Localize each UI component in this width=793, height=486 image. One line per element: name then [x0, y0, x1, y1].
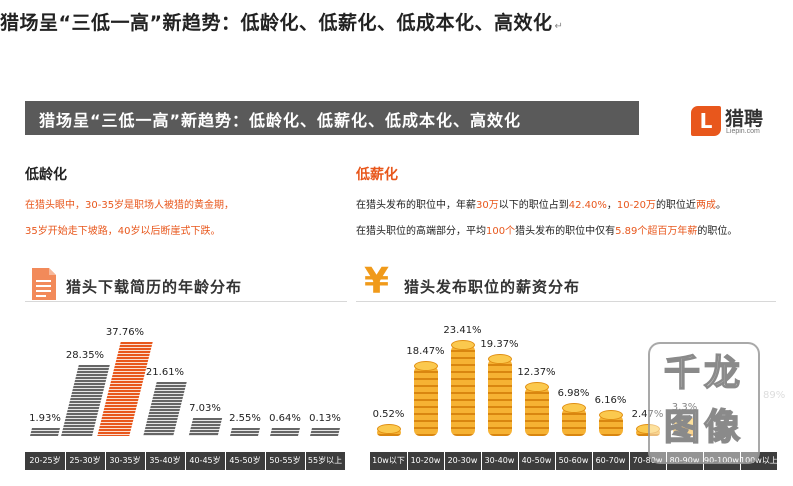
age-axis-divider	[225, 452, 226, 470]
logo-name: 猎聘	[725, 108, 764, 130]
age-axis-divider	[265, 452, 266, 470]
salary-axis-divider	[666, 452, 667, 470]
salary-bar	[413, 366, 438, 436]
age-value-label: 37.76%	[105, 327, 145, 338]
salary-axis-divider	[518, 452, 519, 470]
age-category-label: 20-25岁	[29, 456, 61, 465]
title-banner: 猎场呈“三低一高”新趋势：低龄化、低薪化、低成本化、高效化	[25, 101, 639, 135]
salary-category-label: 30-40w	[484, 456, 515, 465]
age-bar	[188, 418, 222, 436]
coin-top	[635, 424, 660, 434]
age-value-label: 0.64%	[269, 413, 301, 424]
salary-category-label: 40-50w	[521, 456, 552, 465]
paragraph-return-icon: ↵	[554, 21, 564, 32]
salary-axis-divider	[592, 452, 593, 470]
age-value-label: 28.35%	[65, 350, 105, 362]
watermark-line1: 千龙	[663, 352, 744, 395]
chart-title-age: 猎头下载简历的年龄分布	[66, 278, 243, 296]
age-category-label: 25-30岁	[69, 456, 101, 465]
salary-bar	[487, 359, 512, 436]
salary-value-label: 19.37%	[480, 339, 519, 350]
salary-value-label: 6.98%	[557, 388, 590, 399]
age-category-label: 35-40岁	[149, 456, 181, 465]
salary-category-label: 60-70w	[595, 456, 626, 465]
salary-category-label: 90-100w	[704, 456, 739, 465]
younger-text-line1: 在猎头眼中，30-35岁是职场人被猎的黄金期，	[25, 200, 235, 211]
salary-category-label: 10-20w	[410, 456, 441, 465]
salary-axis-divider	[444, 452, 445, 470]
liepin-logo-icon: L	[691, 106, 721, 136]
age-axis-divider	[145, 452, 146, 470]
salary-value-label: 18.47%	[406, 346, 445, 357]
salary-axis-divider	[703, 452, 704, 470]
salary-axis-divider	[740, 452, 741, 470]
coin-top	[524, 382, 549, 392]
age-bar	[30, 428, 60, 436]
salary-value-label: 23.41%	[443, 325, 482, 336]
chart-title-divider-age	[25, 301, 347, 302]
watermark-hidden-value: 89%	[763, 390, 786, 401]
salary-axis-divider	[407, 452, 408, 470]
watermark-line2: 图像	[663, 406, 744, 449]
age-bar	[310, 428, 340, 436]
age-category-label: 40-45岁	[189, 456, 221, 465]
logo-domain: Liepin.com	[726, 128, 760, 135]
salary-axis-divider	[555, 452, 556, 470]
age-value-label: 0.13%	[309, 413, 341, 424]
salary-value-label: 0.52%	[372, 409, 405, 420]
age-category-label: 50-55岁	[269, 456, 301, 465]
chart-title-divider-salary	[356, 301, 776, 302]
coin-top	[450, 340, 475, 350]
salary-value-label: 6.16%	[594, 395, 627, 406]
resume-document-icon	[32, 268, 56, 300]
age-axis-divider	[305, 452, 306, 470]
salary-category-label: 10w以下	[372, 456, 405, 465]
age-axis-divider	[105, 452, 106, 470]
age-value-label: 7.03%	[189, 403, 221, 415]
younger-text-line2: 35岁开始走下坡路，40岁以后断崖式下跌。	[25, 226, 221, 237]
salary-category-label: 80-90w	[669, 456, 700, 465]
coin-top	[561, 403, 586, 413]
salary-text-line1: 在猎头发布的职位中，年薪30万以下的职位占到42.40%，10-20万的职位近两…	[356, 200, 726, 211]
salary-axis-bar	[370, 452, 777, 470]
age-bar	[270, 428, 300, 436]
yen-icon: ¥	[364, 261, 390, 302]
banner-title: 猎场呈“三低一高”新趋势：低龄化、低薪化、低成本化、高效化	[39, 111, 522, 130]
age-axis-divider	[65, 452, 66, 470]
salary-value-label: 3.3%	[671, 402, 698, 413]
salary-category-label: 50-60w	[558, 456, 589, 465]
coin-top	[413, 361, 438, 371]
section-label-lower-salary: 低薪化	[356, 167, 398, 183]
age-category-label: 30-35岁	[109, 456, 141, 465]
salary-category-label: 100w以上	[740, 456, 778, 465]
salary-value-label: 2.47%	[631, 409, 664, 420]
salary-axis-divider	[481, 452, 482, 470]
age-category-label: 45-50岁	[229, 456, 261, 465]
age-category-label: 55岁以上	[307, 456, 343, 465]
age-value-label: 2.55%	[229, 413, 261, 424]
salary-category-label: 70-80w	[632, 456, 663, 465]
liepin-logo: L 猎聘 Liepin.com	[691, 104, 783, 140]
age-bar	[230, 428, 260, 436]
age-value-label: 21.61%	[145, 367, 185, 379]
chart-title-salary: 猎头发布职位的薪资分布	[404, 278, 581, 296]
age-value-label: 1.93%	[29, 413, 61, 424]
salary-axis-divider	[629, 452, 630, 470]
coin-top	[376, 424, 401, 434]
coin-top	[598, 410, 623, 420]
document-heading-text: 猎场呈“三低一高”新趋势：低龄化、低薪化、低成本化、高效化	[0, 12, 553, 34]
document-heading: 猎场呈“三低一高”新趋势：低龄化、低薪化、低成本化、高效化 ↵	[0, 8, 563, 35]
coin-top	[672, 417, 697, 427]
salary-bar	[450, 345, 475, 436]
watermark-seal: 千龙 图像	[648, 342, 760, 464]
salary-text-line2: 在猎头职位的高端部分，平均100个猎头发布的职位中仅有5.89个超百万年薪的职位…	[356, 226, 738, 237]
age-axis-divider	[185, 452, 186, 470]
section-label-younger: 低龄化	[25, 167, 67, 183]
salary-bar	[598, 415, 623, 436]
salary-value-label: 12.37%	[517, 367, 556, 378]
salary-category-label: 20-30w	[447, 456, 478, 465]
coin-top	[487, 354, 512, 364]
salary-bar	[524, 387, 549, 436]
